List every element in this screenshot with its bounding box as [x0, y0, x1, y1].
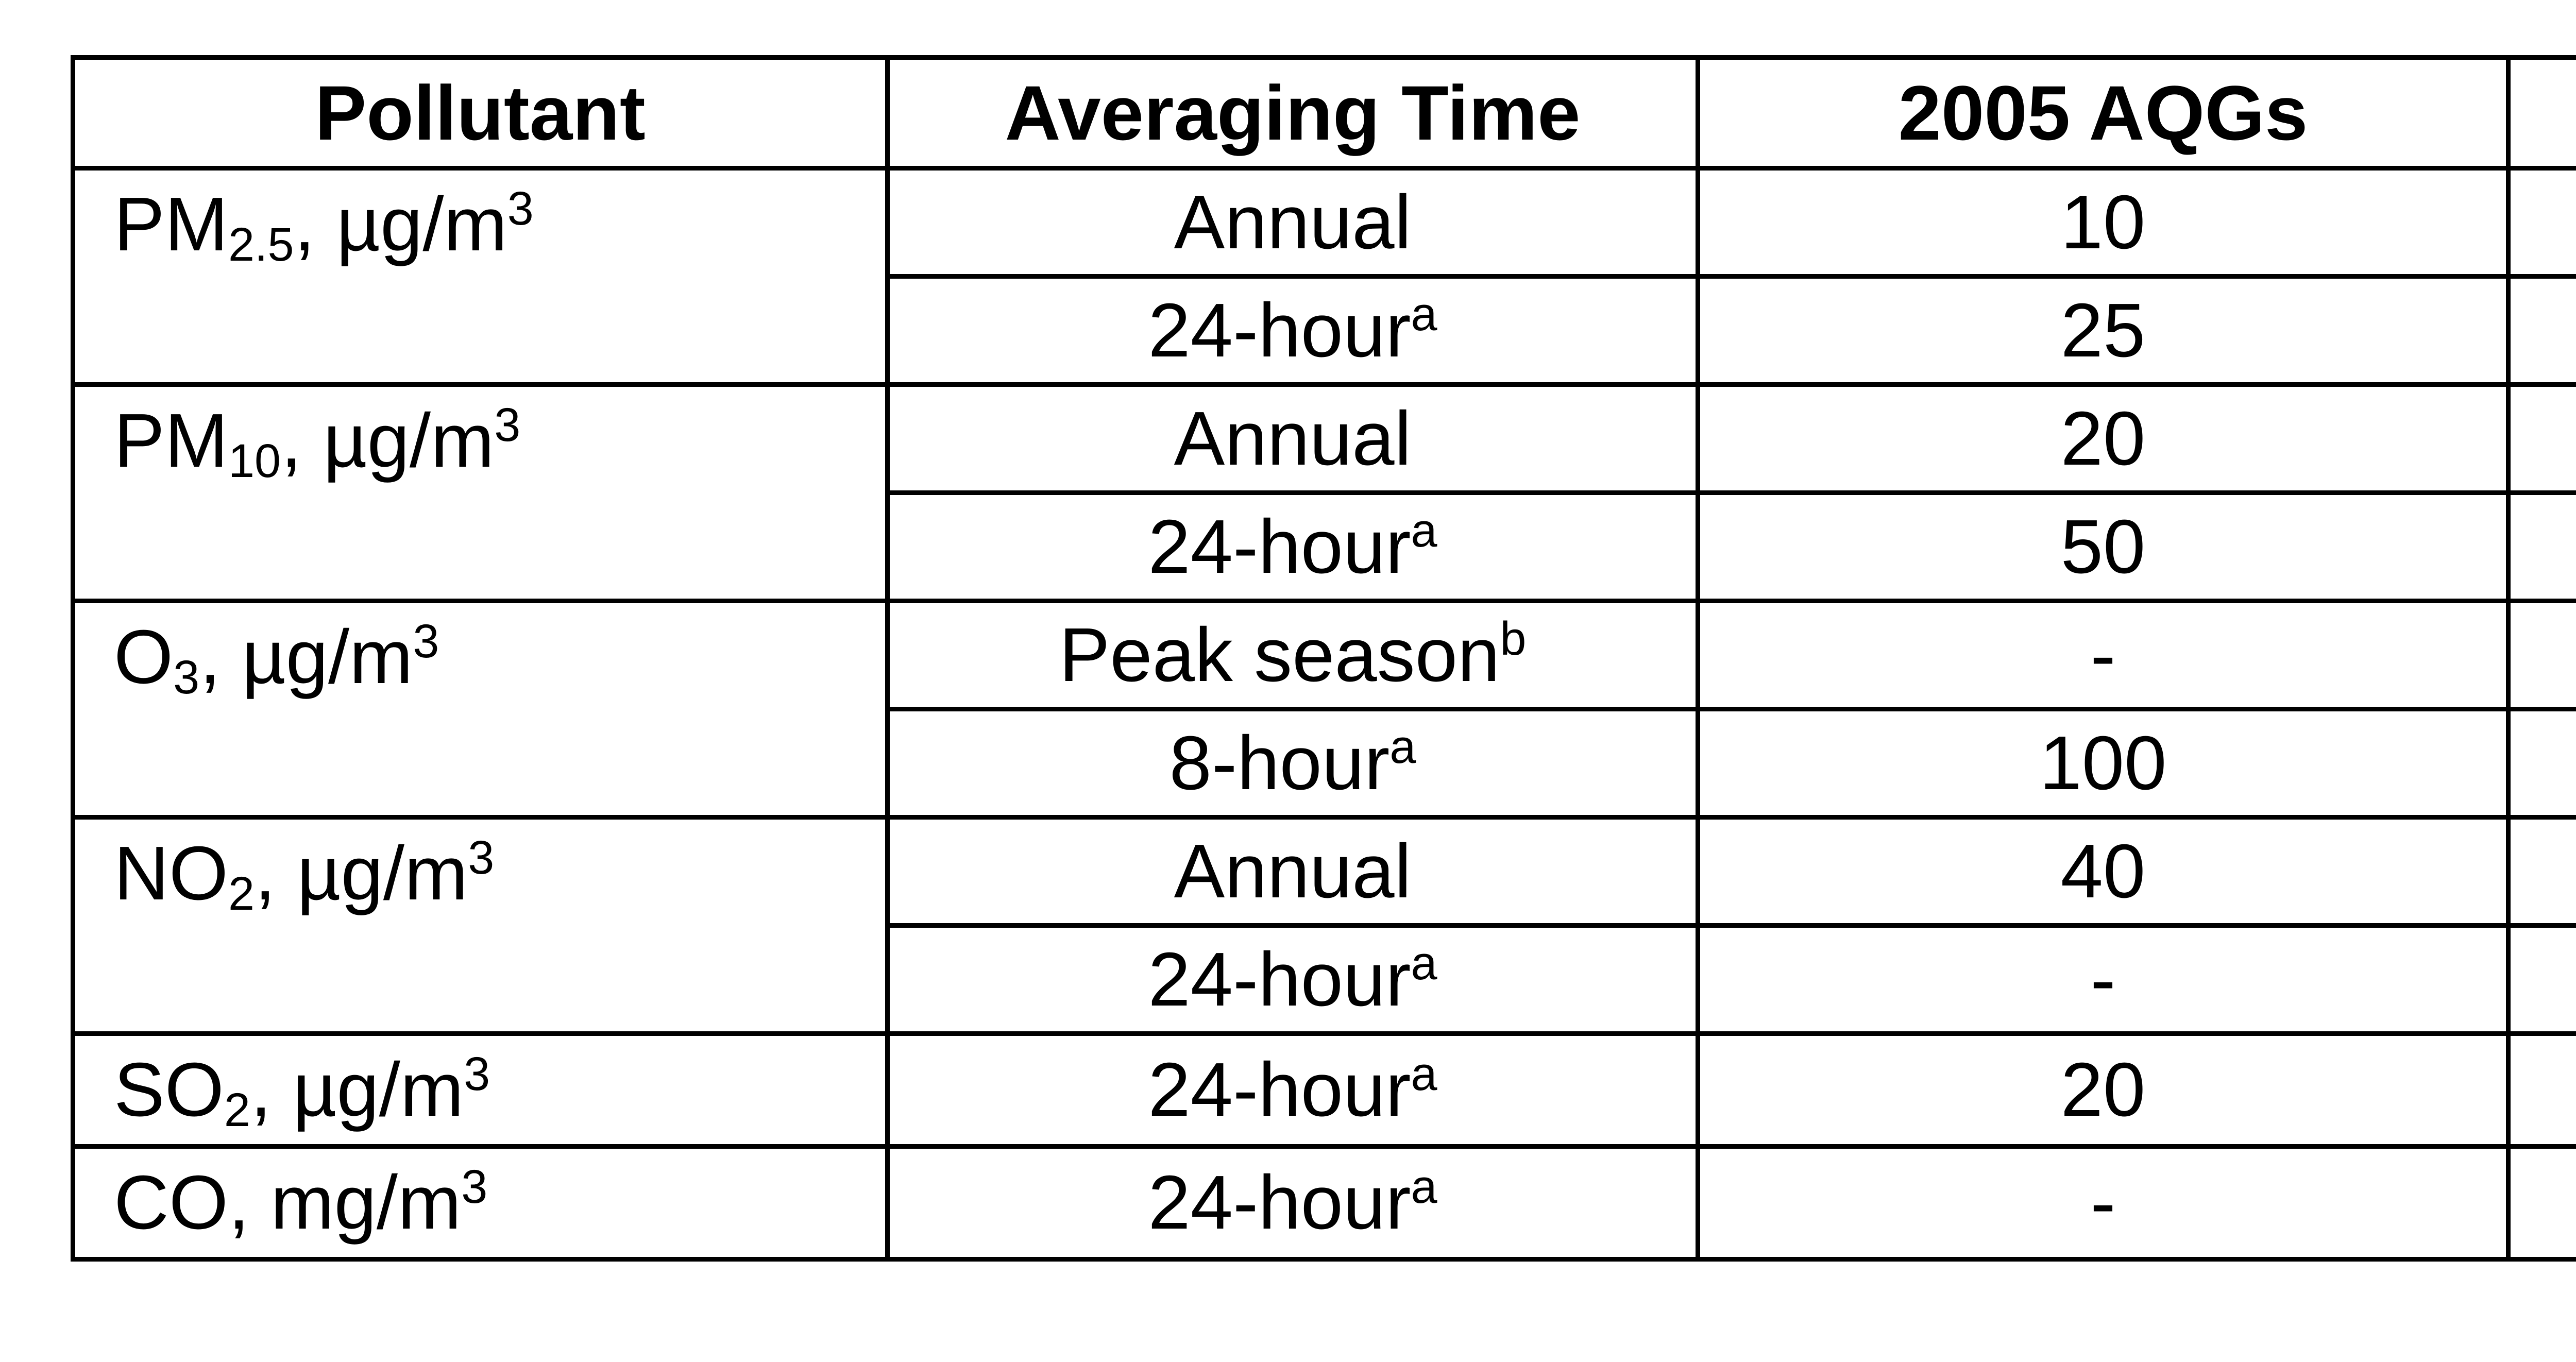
aqg-2005-cell: 10 [1696, 166, 2511, 279]
footnote-superscript: a [1389, 721, 1416, 774]
aqg-table-container: Pollutant Averaging Time 2005 AQGs 2021 … [71, 55, 2576, 1262]
aqg-table: Pollutant Averaging Time 2005 AQGs 2021 … [71, 55, 2576, 1262]
pollutant-cell-co: CO, mg/m3 [71, 1144, 890, 1262]
aqg-2021-cell: 15 [2506, 382, 2576, 495]
aqg-2021-cell: 100 [2506, 707, 2576, 820]
pollutant-label: PM10, µg/m3 [114, 398, 521, 488]
averaging-time-cell: 24-houra [885, 923, 1700, 1036]
pollutant-label: NO2, µg/m3 [114, 831, 495, 921]
footnote-superscript: a [1411, 1160, 1437, 1213]
pollutant-subscript: 3 [173, 651, 200, 704]
pollutant-subscript: 2 [224, 1084, 250, 1137]
aqg-2021-cell: 5 [2506, 166, 2576, 279]
pollutant-subscript: 10 [228, 435, 281, 488]
pollutant-cell-o3: O3, µg/m3 [71, 599, 890, 820]
table-row: PM10, µg/m3 Annual 20 15 [71, 382, 2576, 603]
aqg-2005-cell: 50 [1696, 490, 2511, 603]
unit-superscript: 3 [468, 831, 495, 884]
header-2021-aqgs: 2021 AQGs [2506, 55, 2576, 171]
averaging-time-cell: Annual [885, 815, 1700, 928]
table-row: O3, µg/m3 Peak seasonb - 60 [71, 599, 2576, 820]
aqg-2005-cell: 100 [1696, 707, 2511, 820]
pollutant-subscript: 2.5 [228, 218, 294, 271]
header-averaging-time: Averaging Time [885, 55, 1700, 171]
unit-superscript: 3 [413, 615, 439, 668]
pollutant-label: CO, mg/m3 [114, 1160, 488, 1245]
header-row: Pollutant Averaging Time 2005 AQGs 2021 … [71, 55, 2576, 171]
aqg-2021-cell: 45 [2506, 490, 2576, 603]
footnote-superscript: a [1411, 288, 1437, 341]
pollutant-cell-pm25: PM2.5, µg/m3 [71, 166, 890, 387]
averaging-time-cell: Annual [885, 382, 1700, 495]
footnote-superscript: a [1411, 504, 1437, 557]
aqg-2005-cell: - [1696, 1144, 2511, 1262]
aqg-2021-cell: 10 [2506, 815, 2576, 928]
pollutant-cell-pm10: PM10, µg/m3 [71, 382, 890, 603]
unit-superscript: 3 [464, 1047, 490, 1100]
aqg-2005-cell: - [1696, 923, 2511, 1036]
aqg-2005-cell: 25 [1696, 274, 2511, 387]
averaging-time-cell: 24-houra [885, 490, 1700, 603]
unit-superscript: 3 [507, 182, 534, 235]
pollutant-subscript: 2 [228, 867, 255, 921]
header-pollutant: Pollutant [71, 55, 890, 171]
footnote-superscript: a [1411, 937, 1437, 990]
aqg-2021-cell: 40 [2506, 1031, 2576, 1149]
table-row: PM2.5, µg/m3 Annual 10 5 [71, 166, 2576, 387]
aqg-2005-cell: 20 [1696, 382, 2511, 495]
pollutant-label: SO2, µg/m3 [114, 1047, 490, 1137]
table-row: 24-houra 50 45 [73, 490, 2576, 603]
averaging-time-cell: 24-houra [885, 1144, 1700, 1262]
pollutant-label: PM2.5, µg/m3 [114, 182, 534, 271]
footnote-superscript: b [1500, 612, 1527, 666]
table-row: 24-houra - 25 [73, 923, 2576, 1036]
footnote-superscript: a [1411, 1047, 1437, 1100]
aqg-2005-cell: 40 [1696, 815, 2511, 928]
aqg-2021-cell: 4 [2506, 1144, 2576, 1262]
unit-superscript: 3 [494, 398, 521, 451]
aqg-2021-cell: 15 [2506, 274, 2576, 387]
pollutant-label: O3, µg/m3 [114, 615, 439, 704]
table-row: CO, mg/m3 24-houra - 4 [71, 1144, 2576, 1262]
pollutant-cell-so2: SO2, µg/m3 [71, 1031, 890, 1149]
averaging-time-cell: 8-houra [885, 707, 1700, 820]
table-row: 24-houra 25 15 [73, 274, 2576, 387]
pollutant-cell-no2: NO2, µg/m3 [71, 815, 890, 1036]
aqg-2005-cell: 20 [1696, 1031, 2511, 1149]
aqg-2021-cell: 60 [2506, 599, 2576, 711]
header-2005-aqgs: 2005 AQGs [1696, 55, 2511, 171]
table-row: 8-houra 100 100 [73, 707, 2576, 820]
unit-superscript: 3 [461, 1160, 488, 1213]
averaging-time-cell: Annual [885, 166, 1700, 279]
averaging-time-cell: 24-houra [885, 274, 1700, 387]
table-row: SO2, µg/m3 24-houra 20 40 [71, 1031, 2576, 1149]
averaging-time-cell: 24-houra [885, 1031, 1700, 1149]
table-row: NO2, µg/m3 Annual 40 10 [71, 815, 2576, 1036]
aqg-2021-cell: 25 [2506, 923, 2576, 1036]
averaging-time-cell: Peak seasonb [885, 599, 1700, 711]
aqg-2005-cell: - [1696, 599, 2511, 711]
